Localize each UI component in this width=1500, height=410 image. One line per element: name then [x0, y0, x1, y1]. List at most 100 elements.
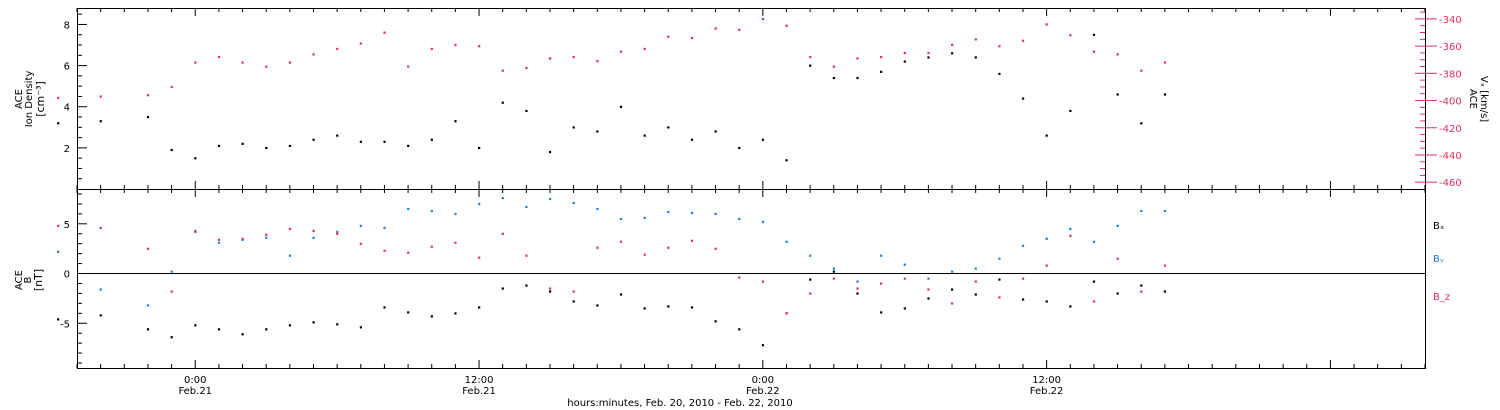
ion-density-point: [903, 60, 906, 63]
x-tick-label-date: Feb.21: [178, 386, 212, 397]
ion-density-point: [1116, 93, 1119, 96]
by-point: [525, 205, 528, 209]
bx-point: [146, 328, 150, 331]
bx-point: [241, 333, 244, 336]
bottom-left-tick-label: -5: [60, 319, 70, 330]
vx-point: [57, 96, 60, 100]
bottom-left-axis-label: ACE B [nT]: [14, 269, 45, 291]
top-right-tick-label: -360: [1439, 42, 1462, 53]
bz-point: [430, 245, 433, 248]
bz-point: [738, 276, 741, 279]
by-point: [998, 257, 1001, 260]
bz-point: [146, 247, 150, 250]
bz-point: [359, 242, 362, 245]
bx-point: [501, 287, 504, 290]
top-right-tick-label: -460: [1439, 178, 1462, 189]
by-point: [880, 254, 883, 257]
vx-point: [1069, 34, 1072, 37]
bz-point: [525, 254, 528, 257]
bz-point: [170, 290, 173, 293]
vx-point: [478, 45, 481, 48]
bx-point: [880, 311, 883, 314]
bz-point: [194, 230, 197, 233]
by-point: [667, 210, 670, 214]
bottom-left-label-line2: B: [23, 276, 34, 283]
ion-density-point: [336, 134, 339, 137]
bx-point: [1021, 298, 1025, 301]
bz-point: [761, 280, 765, 283]
vx-point: [596, 60, 599, 63]
top-right-tick-label: -340: [1439, 15, 1462, 26]
bx-point: [430, 315, 433, 318]
by-point: [785, 240, 788, 243]
top-left-label-line3: [cm⁻³]: [34, 81, 47, 117]
bottom-left-label-line3: [nT]: [32, 269, 45, 291]
ion-density-point: [407, 144, 410, 148]
by-point: [738, 217, 741, 221]
bx-point: [525, 284, 528, 287]
vx-point: [880, 55, 883, 59]
bz-point: [336, 232, 339, 235]
ion-density-point: [525, 109, 528, 113]
vx-point: [383, 31, 386, 34]
by-point: [501, 196, 504, 200]
by-point: [1116, 224, 1119, 227]
vx-point: [667, 35, 670, 38]
bz-point: [856, 287, 859, 290]
vx-point: [1092, 50, 1096, 53]
bottom-left-tick-label: 0: [64, 270, 70, 281]
ion-density-point: [785, 159, 788, 162]
bz-point: [927, 288, 930, 291]
vx-point: [619, 50, 623, 53]
by-point: [383, 226, 386, 229]
vx-point: [407, 65, 410, 68]
bz-point: [454, 241, 457, 244]
by-point: [832, 267, 835, 270]
bx-point: [265, 328, 268, 331]
bz-point: [619, 240, 623, 243]
by-point: [1021, 244, 1025, 247]
ion-density-point: [548, 150, 552, 154]
ion-density-point: [1069, 109, 1072, 113]
by-point: [572, 201, 575, 205]
bz-point: [809, 292, 812, 295]
top-left-tick-label: 8: [64, 20, 70, 31]
ion-density-point: [1021, 97, 1025, 100]
vx-point: [454, 43, 457, 46]
ion-density-point: [194, 157, 197, 160]
by-point: [761, 220, 765, 224]
ion-density-point: [99, 120, 102, 123]
by-point: [430, 209, 433, 213]
ion-density-point: [383, 140, 386, 143]
ion-density-point: [572, 126, 575, 129]
bz-point: [241, 237, 244, 240]
bz-point: [1021, 277, 1025, 280]
vx-point: [241, 61, 244, 64]
by-point: [1069, 227, 1072, 230]
bx-point: [1092, 280, 1096, 283]
bx-point: [336, 323, 339, 326]
by-point: [1163, 209, 1167, 213]
bx-point: [809, 278, 812, 281]
by-point: [927, 277, 930, 280]
top-panel-frame: [77, 8, 1426, 190]
by-point: [146, 304, 150, 307]
ion-density-point: [619, 105, 623, 108]
vx-point: [1045, 23, 1048, 26]
vx-point: [1021, 39, 1025, 42]
vx-point: [525, 66, 528, 70]
bx-point: [383, 306, 386, 309]
top-left-tick-label: 2: [64, 144, 70, 155]
vx-point: [548, 57, 552, 60]
bz-point: [1140, 290, 1143, 293]
bz-point: [1069, 234, 1072, 237]
bx-point: [99, 314, 102, 317]
top-right-tick-label: -440: [1439, 151, 1462, 162]
bx-point: [974, 293, 977, 296]
ion-density-point: [146, 116, 150, 119]
vx-point: [974, 38, 977, 41]
bx-point: [690, 306, 694, 309]
by-point: [596, 207, 599, 211]
bx-point: [856, 292, 859, 295]
bz-point: [1116, 257, 1119, 260]
